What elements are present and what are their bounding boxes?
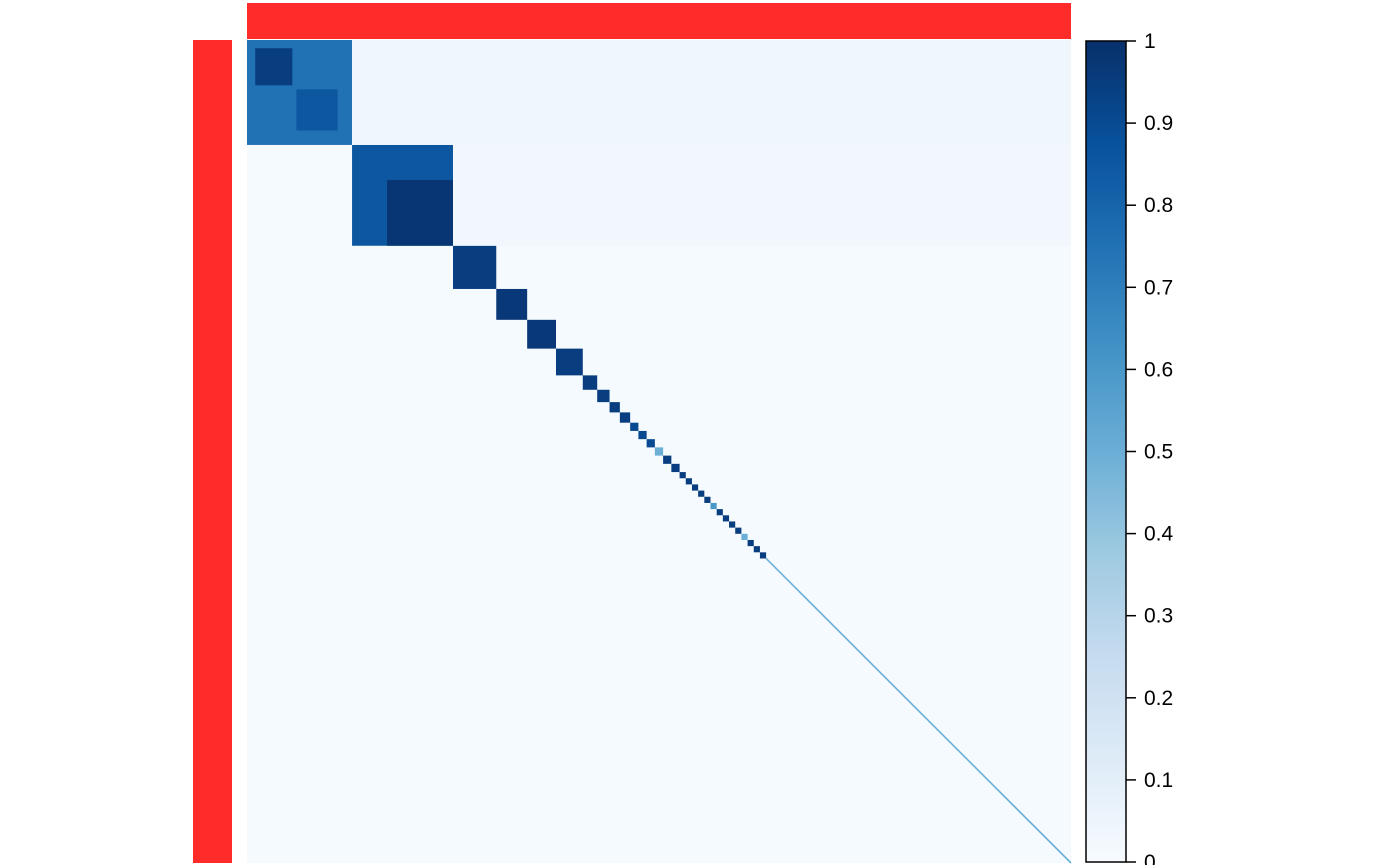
heatmap-cluster-block [630,422,639,431]
heatmap-cluster-block [556,348,583,376]
heatmap-cluster-block [691,484,699,491]
heatmap-cluster-block [716,509,723,516]
colorbar-tick-label: 0.4 [1144,523,1174,546]
heatmap-cluster-block [704,496,711,503]
heatmap-offdiag-band [453,144,1071,246]
heatmap-cluster-block [663,455,672,464]
colorbar-tick-label: 0.8 [1144,194,1173,217]
colorbar: 0 0.1 0.2 0.3 0.4 0.5 0.6 0.7 0.8 0.9 1 [1085,30,1174,865]
colorbar-tick-label: 0.2 [1144,687,1173,710]
heatmap-cluster-block [654,447,664,456]
heatmap-cluster-block [759,552,767,559]
heatmap-cluster-block [747,539,754,547]
colorbar-tick-label: 0.6 [1144,358,1173,381]
heatmap-offdiag-band [352,40,1071,145]
top-annotation-strip [247,3,1071,39]
heatmap-cluster-block [722,515,730,522]
colorbar-tick-label: 0.5 [1144,441,1173,464]
top-annotation-bar [247,3,1071,39]
heatmap-cluster-block [619,412,631,423]
heatmap-cluster-block [609,402,620,413]
heatmap-cluster-block [597,389,610,403]
heatmap-sub-block [387,179,453,246]
colorbar-tick-label: 0.1 [1144,769,1173,792]
colorbar-tick-label: 0.9 [1144,112,1173,135]
heatmap-cluster-block [753,546,760,553]
colorbar-tick-label: 0.3 [1144,605,1173,628]
heatmap-cluster-block [496,288,528,320]
heatmap-matrix [247,40,1072,864]
heatmap-cluster-block [453,245,497,289]
heatmap-cluster-block [646,439,655,448]
heatmap-cluster-block [671,463,680,473]
heatmap-sub-block [255,48,293,86]
colorbar-ticks: 0 0.1 0.2 0.3 0.4 0.5 0.6 0.7 0.8 0.9 1 [1126,30,1174,865]
left-annotation-bar [193,40,232,863]
heatmap-cluster-block [685,478,692,485]
heatmap-sub-block [296,89,338,131]
heatmap-cluster-block [741,533,748,540]
heatmap-cluster-block [735,527,742,534]
heatmap-cluster-block [679,472,686,479]
colorbar-tick-label: 0.7 [1144,276,1173,299]
colorbar-tick-label: 1 [1144,30,1156,53]
heatmap-cluster-block [698,490,705,497]
colorbar-gradient [1085,40,1127,863]
heatmap-diagonal [765,557,1072,864]
colorbar-tick-label: 0 [1144,851,1156,865]
heatmap-cluster-block [582,375,598,390]
left-annotation-strip [193,40,232,863]
heatmap-cluster-block [638,430,647,440]
heatmap-cluster-block [710,502,717,510]
heatmap-cluster-block [527,319,556,349]
heatmap-cluster-block [729,521,736,528]
